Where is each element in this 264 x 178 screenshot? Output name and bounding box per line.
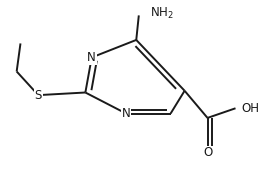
- Text: O: O: [203, 146, 212, 159]
- Text: OH: OH: [242, 102, 260, 115]
- Text: S: S: [35, 89, 42, 102]
- Text: N: N: [87, 51, 96, 64]
- Text: NH$_2$: NH$_2$: [150, 6, 174, 21]
- Text: N: N: [122, 107, 130, 120]
